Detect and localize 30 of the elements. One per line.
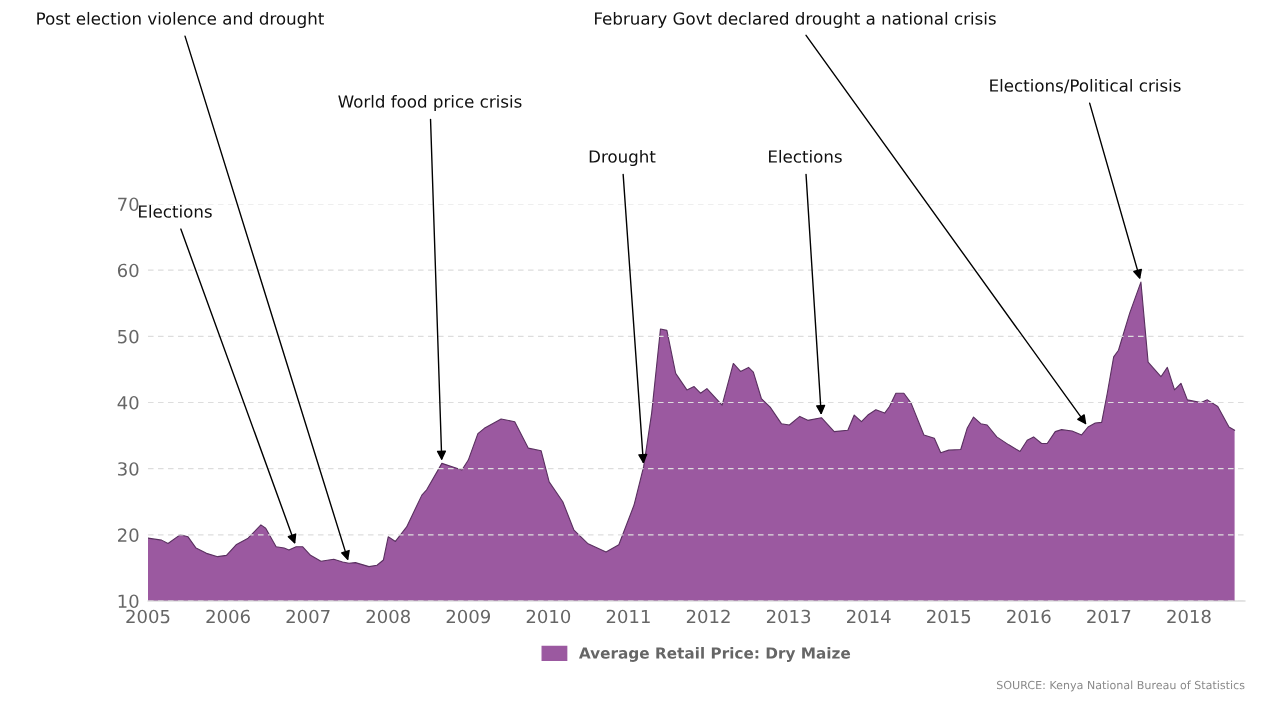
x-tick-label: 2014 — [847, 609, 891, 624]
x-tick-label: 2013 — [766, 609, 811, 624]
y-tick-label: 20 — [118, 528, 139, 542]
x-tick-label: 2008 — [366, 609, 410, 624]
y-tick-label: 30 — [118, 462, 139, 476]
y-tick-label: 10 — [118, 594, 139, 609]
y-tick-label: 40 — [117, 395, 139, 410]
annotation: Elections/Political crisis — [990, 78, 1181, 94]
x-tick-label: 2011 — [606, 609, 650, 624]
y-tick-label: 70 — [118, 197, 139, 212]
source-note: SOURCE: Kenya National Bureau of Statistics — [996, 680, 1245, 692]
x-tick-label: 2018 — [1167, 609, 1211, 624]
annotation: Elections — [139, 204, 212, 218]
x-tick-label: 2012 — [686, 609, 730, 624]
x-tick-label: 2010 — [526, 609, 571, 624]
legend-label: Average Retail Price: Dry Maize — [578, 646, 851, 662]
annotation: World food price crisis — [338, 94, 522, 112]
x-tick-label: 2017 — [1087, 609, 1131, 624]
y-tick-label: 50 — [118, 329, 139, 344]
annotation: Drought — [589, 149, 656, 167]
x-tick-label: 2006 — [206, 609, 250, 624]
x-tick-label: 2005 — [126, 609, 170, 624]
x-tick-label: 2007 — [286, 609, 330, 624]
x-tick-label: 2016 — [1007, 609, 1051, 624]
annotation: Elections — [769, 149, 842, 163]
x-tick-label: 2009 — [446, 609, 490, 624]
annotation: Post election violence and drought — [37, 11, 324, 29]
annotation: February Govt declared drought a national crisis — [595, 11, 996, 29]
x-tick-label: 2015 — [927, 609, 971, 624]
y-tick-label: 60 — [117, 263, 139, 278]
